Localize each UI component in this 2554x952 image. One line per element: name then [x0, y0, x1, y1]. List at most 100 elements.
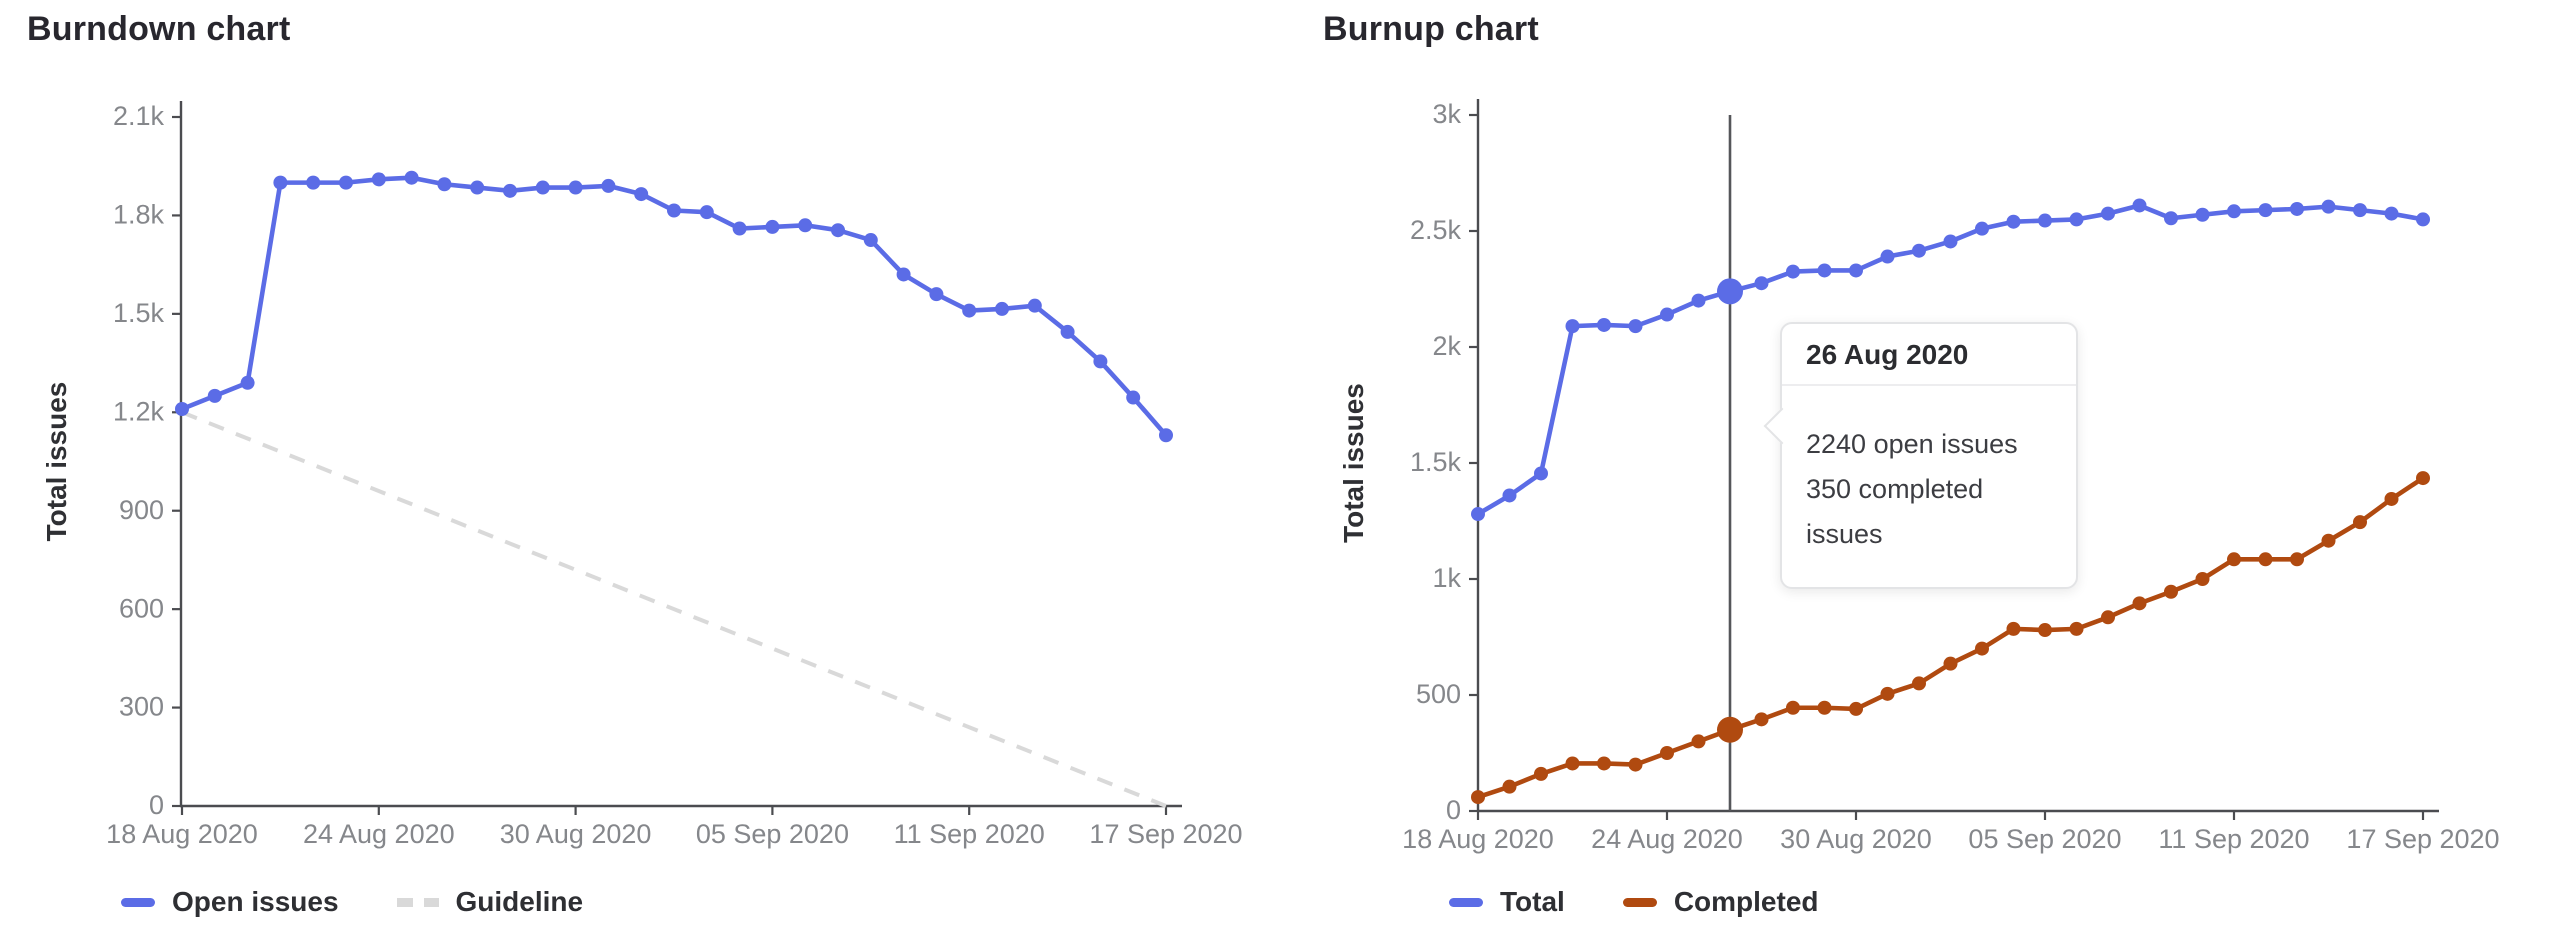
- data-point[interactable]: [2227, 552, 2241, 567]
- data-point[interactable]: [240, 375, 255, 390]
- data-point[interactable]: [1754, 712, 1769, 727]
- data-point[interactable]: [2258, 203, 2273, 218]
- data-point[interactable]: [2006, 214, 2021, 229]
- data-point[interactable]: [1943, 656, 1958, 671]
- data-point[interactable]: [1912, 243, 1926, 258]
- data-point[interactable]: [2164, 584, 2178, 599]
- data-point[interactable]: [535, 180, 550, 195]
- data-point[interactable]: [2321, 199, 2336, 214]
- data-point[interactable]: [2006, 621, 2021, 636]
- data-point[interactable]: [1660, 746, 1674, 760]
- legend-item-completed[interactable]: Completed: [1622, 886, 1819, 918]
- data-point[interactable]: [1502, 488, 1517, 503]
- data-point[interactable]: [995, 301, 1009, 316]
- data-point[interactable]: [2101, 610, 2115, 625]
- data-point[interactable]: [306, 175, 321, 190]
- data-point[interactable]: [2416, 212, 2430, 227]
- data-point[interactable]: [2069, 212, 2084, 227]
- data-point[interactable]: [634, 187, 649, 202]
- hovered-data-point[interactable]: [1717, 278, 1743, 305]
- data-point[interactable]: [2384, 491, 2399, 506]
- data-point[interactable]: [1975, 221, 1989, 236]
- data-point[interactable]: [732, 221, 747, 236]
- data-point[interactable]: [2132, 596, 2147, 611]
- data-point[interactable]: [1628, 319, 1643, 334]
- data-point[interactable]: [1975, 641, 1989, 656]
- data-point[interactable]: [1817, 263, 1832, 278]
- data-point[interactable]: [2195, 207, 2210, 222]
- data-point[interactable]: [2227, 204, 2241, 219]
- data-point[interactable]: [1027, 298, 1042, 313]
- data-point[interactable]: [404, 170, 419, 185]
- data-point[interactable]: [2164, 211, 2178, 226]
- data-point[interactable]: [1943, 234, 1958, 249]
- data-point[interactable]: [1471, 790, 1485, 805]
- data-point[interactable]: [1691, 293, 1706, 308]
- data-point[interactable]: [1786, 700, 1800, 715]
- data-point[interactable]: [273, 175, 288, 190]
- data-point[interactable]: [1159, 428, 1173, 443]
- data-point[interactable]: [2132, 198, 2147, 213]
- data-point[interactable]: [1060, 324, 1075, 339]
- data-point[interactable]: [207, 388, 222, 403]
- data-point[interactable]: [1565, 756, 1580, 771]
- legend-label: Open issues: [172, 886, 339, 917]
- data-point[interactable]: [2258, 552, 2273, 567]
- data-point[interactable]: [1502, 779, 1517, 794]
- data-point[interactable]: [863, 233, 878, 248]
- data-point[interactable]: [1126, 390, 1141, 405]
- legend-item-open-issues[interactable]: Open issues: [121, 886, 339, 918]
- data-point[interactable]: [1912, 676, 1926, 691]
- data-point[interactable]: [831, 223, 845, 238]
- data-point[interactable]: [371, 172, 386, 187]
- data-point[interactable]: [1849, 263, 1863, 278]
- data-point[interactable]: [2069, 621, 2084, 636]
- data-point[interactable]: [1849, 701, 1863, 716]
- data-point[interactable]: [1471, 507, 1485, 522]
- data-point[interactable]: [2321, 533, 2336, 548]
- data-point[interactable]: [1660, 307, 1674, 322]
- data-point[interactable]: [1565, 319, 1580, 334]
- legend-item-guideline[interactable]: Guideline: [396, 886, 583, 918]
- data-point[interactable]: [1880, 249, 1895, 264]
- data-point[interactable]: [1597, 317, 1611, 332]
- data-point[interactable]: [2290, 552, 2304, 567]
- data-point[interactable]: [962, 303, 977, 318]
- data-point[interactable]: [2195, 572, 2210, 586]
- legend-item-total[interactable]: Total: [1449, 886, 1565, 918]
- data-point[interactable]: [798, 218, 813, 233]
- data-point[interactable]: [339, 175, 353, 190]
- hovered-data-point[interactable]: [1717, 716, 1743, 743]
- data-point[interactable]: [1093, 354, 1108, 369]
- data-point[interactable]: [503, 183, 517, 198]
- data-point[interactable]: [1691, 734, 1706, 749]
- data-point[interactable]: [2384, 206, 2399, 221]
- data-point[interactable]: [896, 267, 911, 282]
- data-point[interactable]: [765, 219, 780, 234]
- data-point[interactable]: [2416, 471, 2430, 486]
- burndown-chart-canvas[interactable]: 0 300 600 900 1.2k 1.5k 1.8k 2.1k 18 Aug 2020 24 …: [0, 0, 1277, 952]
- data-point[interactable]: [2101, 206, 2115, 221]
- data-point[interactable]: [2038, 213, 2052, 228]
- data-point[interactable]: [667, 203, 681, 218]
- data-point[interactable]: [175, 402, 189, 417]
- data-point[interactable]: [2290, 201, 2304, 216]
- data-point[interactable]: [437, 177, 452, 192]
- data-point[interactable]: [1880, 686, 1895, 701]
- data-point[interactable]: [2353, 203, 2367, 218]
- data-point[interactable]: [1817, 700, 1832, 715]
- data-point[interactable]: [1754, 276, 1769, 291]
- data-point[interactable]: [1597, 756, 1611, 771]
- data-point[interactable]: [1534, 466, 1548, 481]
- data-point[interactable]: [929, 287, 944, 302]
- burnup-chart-canvas[interactable]: 0 500 1k 1.5k 2k 2.5k 3k 18 Aug 2020 24 Aug 2020…: [1277, 0, 2554, 952]
- data-point[interactable]: [1628, 757, 1643, 772]
- data-point[interactable]: [470, 180, 485, 195]
- data-point[interactable]: [1786, 264, 1800, 279]
- data-point[interactable]: [2038, 623, 2052, 638]
- data-point[interactable]: [601, 178, 616, 193]
- data-point[interactable]: [699, 205, 714, 220]
- data-point[interactable]: [1534, 766, 1548, 781]
- data-point[interactable]: [2353, 515, 2367, 530]
- data-point[interactable]: [568, 180, 583, 195]
